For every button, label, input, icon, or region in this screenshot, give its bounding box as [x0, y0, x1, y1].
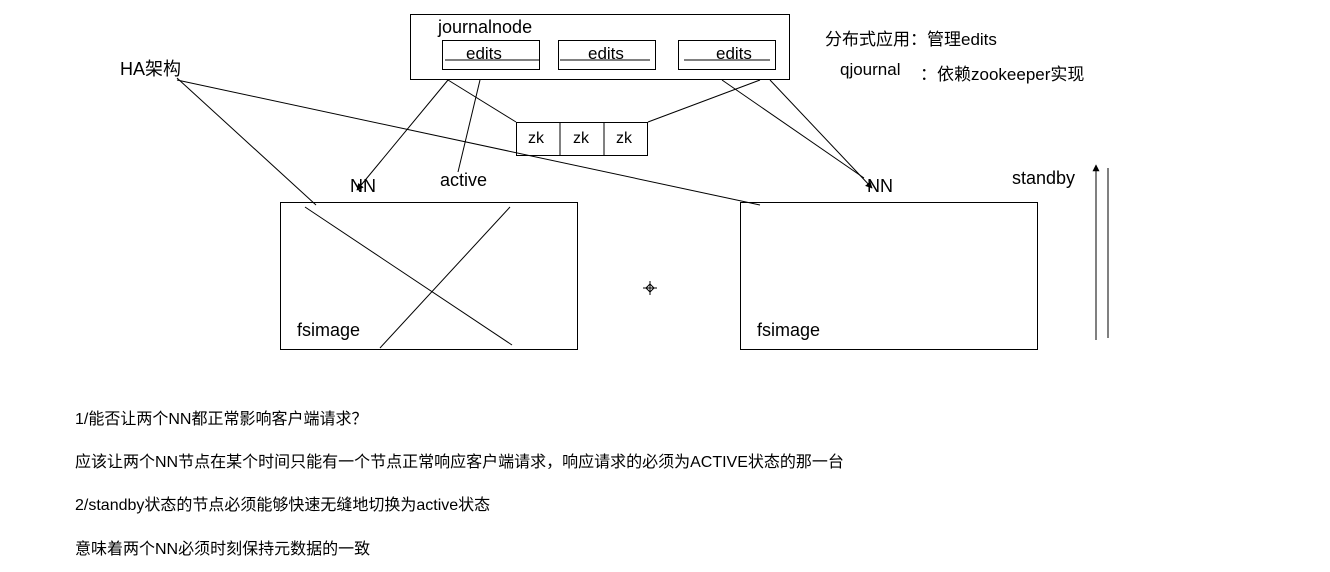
note-q2: 2/standby状态的节点必须能够快速无缝地切换为active状态: [75, 488, 1175, 523]
note-a1: 应该让两个NN节点在某个时间只能有一个节点正常响应客户端请求，响应请求的必须为A…: [75, 445, 1175, 480]
fsimage-left-label: fsimage: [297, 320, 360, 341]
standby-label: standby: [1012, 168, 1075, 189]
qjournal-label: qjournal: [840, 60, 901, 80]
edits-label-1: edits: [466, 44, 502, 64]
diagram-stage: HA架构 journalnode edits edits edits zk zk…: [0, 0, 1330, 572]
nn-left-label: NN: [350, 176, 376, 197]
ha-title-label: HA架构: [120, 55, 181, 81]
zk-label-2: zk: [573, 130, 589, 148]
qjournal-desc-label: ：依赖zookeeper实现: [920, 60, 1084, 85]
notes-block: 1/能否让两个NN都正常影响客户端请求？ 应该让两个NN节点在某个时间只能有一个…: [75, 402, 1175, 572]
journalnode-label: journalnode: [438, 17, 532, 38]
dist-app-label: 分布式应用：管理edits: [825, 25, 997, 50]
edits-label-2: edits: [588, 44, 624, 64]
note-a2: 意味着两个NN必须时刻保持元数据的一致: [75, 532, 1175, 567]
fsimage-right-label: fsimage: [757, 320, 820, 341]
nn-right-label: NN: [867, 176, 893, 197]
note-q1: 1/能否让两个NN都正常影响客户端请求？: [75, 402, 1175, 437]
zk-label-3: zk: [616, 130, 632, 148]
active-label: active: [440, 170, 487, 191]
edits-label-3: edits: [716, 44, 752, 64]
zk-label-1: zk: [528, 130, 544, 148]
